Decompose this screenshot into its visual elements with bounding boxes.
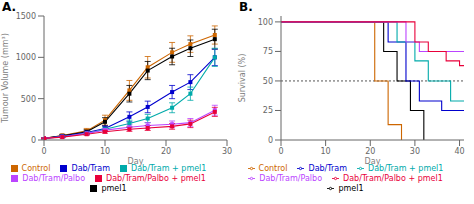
html-text:B.: B. [239,0,253,14]
html-text:Dab/Tram/Palbo: Dab/Tram/Palbo [22,174,85,183]
svg-text:50: 50 [263,77,273,86]
html-text:Control: Control [258,164,288,173]
svg-text:10: 10 [100,147,110,156]
svg-text:500: 500 [21,95,36,104]
svg-text:0: 0 [268,136,273,145]
svg-text:1000: 1000 [16,53,36,62]
html-text:Dab/Tram/Palbo: Dab/Tram/Palbo [259,174,322,183]
svg-text:100: 100 [258,18,273,27]
html-text:Dab/Tram + pmel1: Dab/Tram + pmel1 [368,164,444,173]
svg-text:0: 0 [31,136,36,145]
svg-text:20: 20 [365,147,375,156]
svg-text:Survival (%): Survival (%) [238,54,247,103]
html-text:Dab/Tram: Dab/Tram [71,164,110,173]
svg-text:Day: Day [365,157,381,166]
html-text:pmel1: pmel1 [338,184,364,193]
svg-text:0: 0 [41,147,46,156]
svg-text:25: 25 [263,106,273,115]
html-text:Dab/Tram: Dab/Tram [308,164,347,173]
svg-text:Tumour Volume (mm³): Tumour Volume (mm³) [8,33,10,124]
html-text:A.: A. [2,0,17,14]
svg-text:Day: Day [128,157,144,166]
html-text:Dab/Tram/Palbo + pmel1: Dab/Tram/Palbo + pmel1 [343,174,443,183]
svg-text:1500: 1500 [16,12,36,21]
svg-text:20: 20 [161,147,171,156]
html-text:Control: Control [21,164,51,173]
html-text:pmel1: pmel1 [101,184,127,193]
svg-text:75: 75 [263,47,273,56]
svg-text:10: 10 [321,147,331,156]
svg-text:30: 30 [410,147,420,156]
html-text:Dab/Tram/Palbo + pmel1: Dab/Tram/Palbo + pmel1 [106,174,206,183]
svg-text:40: 40 [454,147,464,156]
html-text:Dab/Tram + pmel1: Dab/Tram + pmel1 [131,164,207,173]
svg-text:30: 30 [222,147,232,156]
svg-text:0: 0 [278,147,283,156]
